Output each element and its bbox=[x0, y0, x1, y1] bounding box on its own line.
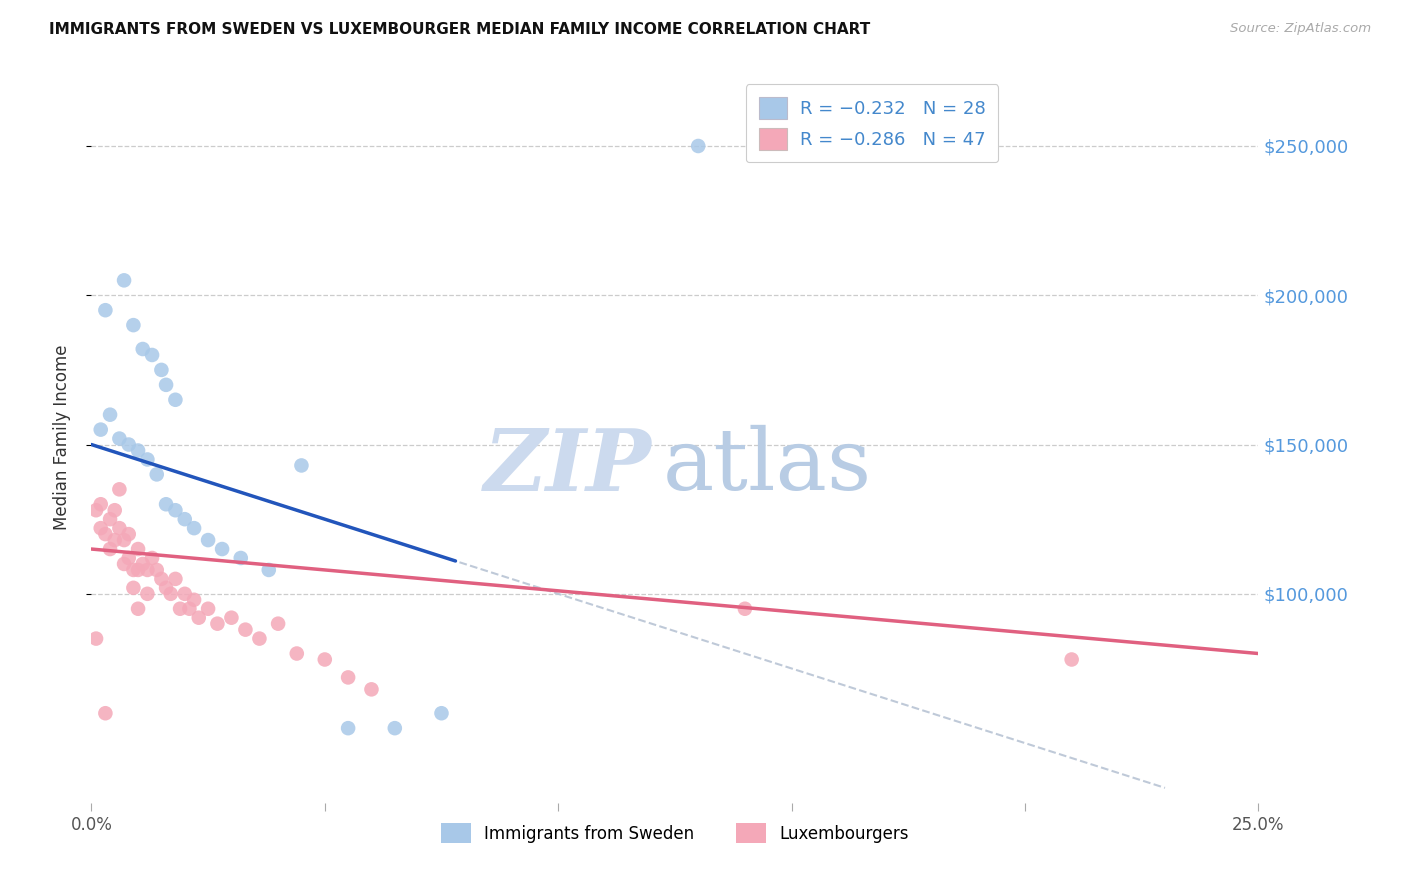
Point bbox=[127, 542, 149, 557]
Point bbox=[122, 563, 145, 577]
Point bbox=[197, 601, 219, 615]
Point bbox=[165, 392, 187, 407]
Point bbox=[221, 610, 243, 624]
Point bbox=[165, 503, 187, 517]
Point bbox=[112, 533, 135, 547]
Point bbox=[122, 581, 145, 595]
Point bbox=[108, 521, 131, 535]
Point bbox=[165, 572, 187, 586]
Point bbox=[187, 610, 209, 624]
Point bbox=[183, 521, 205, 535]
Point bbox=[98, 408, 121, 422]
Point bbox=[179, 601, 201, 615]
Point bbox=[235, 623, 257, 637]
Point bbox=[249, 632, 271, 646]
Point bbox=[257, 563, 280, 577]
Text: atlas: atlas bbox=[664, 425, 872, 508]
Point bbox=[132, 342, 155, 356]
Point bbox=[141, 348, 163, 362]
Point bbox=[155, 581, 177, 595]
Point bbox=[207, 616, 229, 631]
Point bbox=[173, 587, 195, 601]
Point bbox=[118, 551, 141, 566]
Point bbox=[337, 721, 360, 735]
Point bbox=[122, 318, 145, 332]
Point bbox=[84, 632, 107, 646]
Point bbox=[118, 527, 141, 541]
Point bbox=[127, 443, 149, 458]
Point bbox=[136, 563, 159, 577]
Point bbox=[734, 601, 756, 615]
Point bbox=[118, 437, 141, 451]
Point bbox=[108, 432, 131, 446]
Point bbox=[688, 139, 710, 153]
Text: IMMIGRANTS FROM SWEDEN VS LUXEMBOURGER MEDIAN FAMILY INCOME CORRELATION CHART: IMMIGRANTS FROM SWEDEN VS LUXEMBOURGER M… bbox=[49, 22, 870, 37]
Point bbox=[169, 601, 191, 615]
Point bbox=[430, 706, 453, 721]
Legend: Immigrants from Sweden, Luxembourgers: Immigrants from Sweden, Luxembourgers bbox=[434, 817, 915, 849]
Point bbox=[267, 616, 290, 631]
Point bbox=[211, 542, 233, 557]
Point bbox=[155, 497, 177, 511]
Point bbox=[104, 533, 127, 547]
Text: Source: ZipAtlas.com: Source: ZipAtlas.com bbox=[1230, 22, 1371, 36]
Point bbox=[229, 551, 252, 566]
Point bbox=[84, 503, 107, 517]
Point bbox=[108, 483, 131, 497]
Point bbox=[94, 706, 117, 721]
Point bbox=[155, 377, 177, 392]
Point bbox=[145, 563, 167, 577]
Point bbox=[360, 682, 382, 697]
Point bbox=[314, 652, 336, 666]
Point bbox=[94, 527, 117, 541]
Point bbox=[127, 563, 149, 577]
Y-axis label: Median Family Income: Median Family Income bbox=[52, 344, 70, 530]
Point bbox=[136, 587, 159, 601]
Point bbox=[112, 557, 135, 571]
Point bbox=[384, 721, 406, 735]
Point bbox=[90, 521, 112, 535]
Point bbox=[104, 503, 127, 517]
Point bbox=[132, 557, 155, 571]
Point bbox=[173, 512, 195, 526]
Point bbox=[98, 542, 121, 557]
Point bbox=[183, 592, 205, 607]
Point bbox=[136, 452, 159, 467]
Point bbox=[112, 273, 135, 287]
Point bbox=[197, 533, 219, 547]
Point bbox=[150, 363, 173, 377]
Point bbox=[159, 587, 181, 601]
Point bbox=[127, 601, 149, 615]
Text: ZIP: ZIP bbox=[484, 425, 651, 508]
Point bbox=[290, 458, 312, 473]
Point bbox=[145, 467, 167, 482]
Point bbox=[94, 303, 117, 318]
Point bbox=[90, 497, 112, 511]
Point bbox=[98, 512, 121, 526]
Point bbox=[150, 572, 173, 586]
Point bbox=[1060, 652, 1083, 666]
Point bbox=[141, 551, 163, 566]
Point bbox=[337, 670, 360, 684]
Point bbox=[90, 423, 112, 437]
Point bbox=[285, 647, 308, 661]
